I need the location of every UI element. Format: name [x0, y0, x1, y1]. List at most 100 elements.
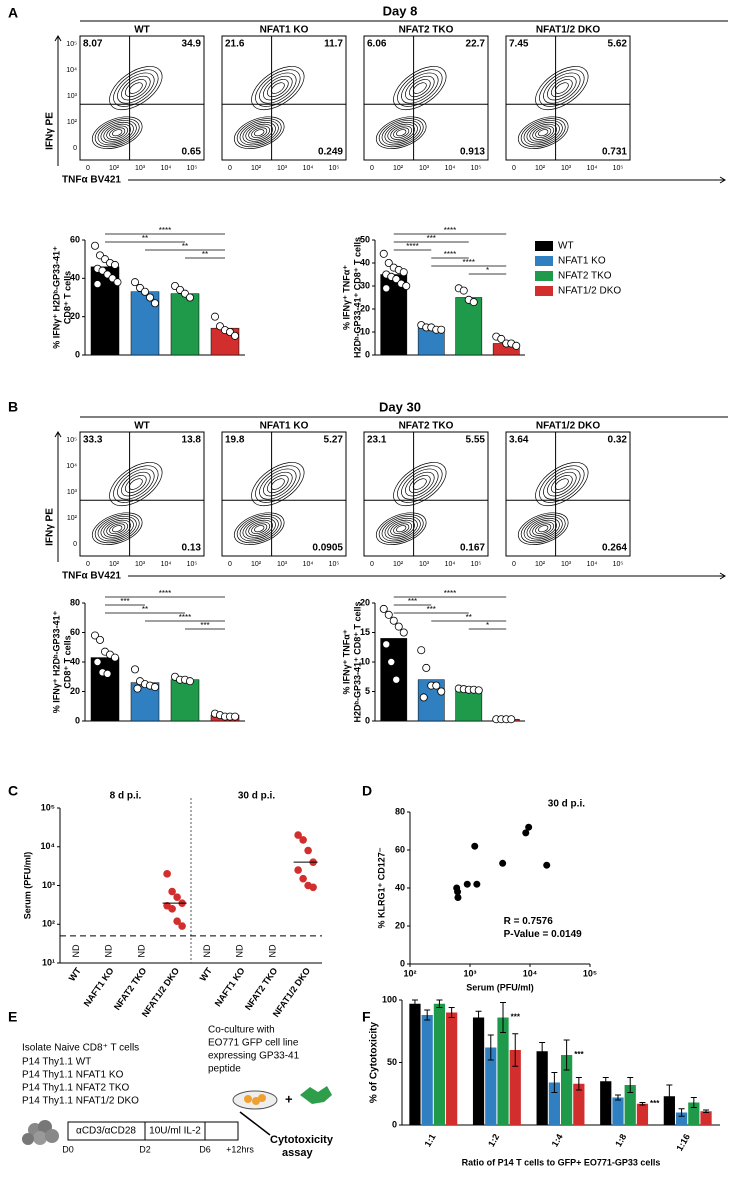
contour: [112, 525, 123, 533]
error-bar: [448, 1007, 455, 1018]
data-point: [93, 280, 102, 289]
contour: [375, 512, 427, 545]
bar: [675, 1112, 688, 1125]
legend-label: WT: [558, 241, 574, 252]
contour: [535, 462, 589, 507]
data-point: [145, 293, 154, 302]
bar: [688, 1102, 700, 1125]
flow-y-label: IFNγ PE: [45, 508, 56, 546]
contour: [396, 525, 407, 533]
contour: [263, 471, 293, 497]
y-tick-label: 10²: [42, 919, 55, 929]
diagram-text: Isolate Naive CD8⁺ T cells: [22, 1043, 139, 1054]
y-tick-label: 100: [382, 994, 397, 1004]
data-point: [471, 842, 479, 850]
legend-label: NFAT1 KO: [558, 256, 606, 267]
contour: [532, 125, 555, 140]
flow-y-tick: 10⁵: [66, 41, 77, 48]
contour: [259, 72, 297, 104]
error-bar: [563, 1039, 570, 1071]
flow-x-tick: 0: [228, 561, 232, 568]
error-bar: [678, 1108, 685, 1117]
legend-swatch: [535, 271, 553, 281]
bar: [573, 1083, 585, 1125]
nd-label: ND: [235, 944, 245, 957]
flow-x-tick: 10⁴: [303, 561, 314, 568]
legend-swatch: [535, 286, 553, 296]
flow-y-tick: 10⁴: [66, 67, 77, 74]
sig-label: ****: [406, 242, 418, 251]
data-point: [399, 628, 408, 637]
bar: [624, 1085, 636, 1125]
y-tick-label: 50: [360, 234, 370, 244]
data-point: [422, 663, 431, 672]
contour: [397, 465, 443, 503]
x-tick-label: 10²: [403, 968, 416, 978]
data-point: [389, 616, 398, 625]
flow-x-tick: 10²: [535, 165, 546, 172]
contour: [270, 82, 285, 94]
contour: [550, 79, 573, 98]
panel-label: B: [8, 399, 18, 415]
flow-x-tick: 10⁵: [329, 561, 340, 568]
data-point: [384, 258, 393, 267]
contour: [233, 116, 285, 149]
y-tick-label: 20: [70, 311, 80, 321]
flow-x-tick: 10⁴: [161, 165, 172, 172]
plot-title: WT: [134, 25, 150, 36]
contour: [94, 118, 140, 148]
x-tick-label: NFAT2 TKO: [112, 966, 148, 1012]
sig-label: ***: [511, 1013, 521, 1022]
contour: [554, 82, 569, 94]
contour: [547, 471, 577, 497]
flow-x-tick: 10⁴: [445, 165, 456, 172]
group-label: 30 d p.i.: [238, 791, 275, 802]
contour: [381, 516, 421, 542]
y-tick-label: 0: [400, 958, 405, 968]
nd-label: ND: [136, 944, 146, 957]
data-point: [103, 669, 112, 678]
arrow-head: [719, 176, 726, 184]
contour: [91, 116, 143, 149]
quadrant-value: 0.13: [182, 543, 202, 554]
y-tick-label: 10: [360, 326, 370, 336]
contour: [109, 66, 163, 111]
data-point: [499, 859, 507, 867]
contour: [103, 123, 131, 142]
contour: [396, 129, 407, 137]
bar: [612, 1097, 624, 1125]
contour: [266, 475, 289, 494]
data-point: [163, 870, 171, 878]
data-point: [437, 325, 446, 334]
data-point: [130, 278, 139, 287]
flow-x-tick: 0: [86, 561, 90, 568]
contour: [393, 127, 410, 139]
error-bar: [424, 1009, 431, 1021]
contour: [254, 525, 265, 533]
bar: [455, 297, 483, 356]
y-tick-label: 60: [395, 844, 405, 854]
sig-label: ***: [200, 621, 209, 630]
contour: [100, 121, 134, 144]
error-bar: [627, 1077, 634, 1093]
data-point: [294, 831, 302, 839]
y-tick-label: 40: [70, 656, 80, 666]
flow-y-tick: 10²: [67, 119, 78, 126]
contour: [233, 512, 285, 545]
bar: [455, 689, 483, 722]
data-point: [459, 286, 468, 295]
contour: [390, 521, 413, 536]
sig-label: ***: [408, 597, 417, 606]
y-tick-label: 80: [395, 806, 405, 816]
contour: [393, 462, 447, 507]
flow-box: [505, 35, 631, 161]
quadrant-value: 5.27: [324, 435, 344, 446]
diagram-text: expressing GP33-41: [208, 1051, 300, 1062]
contour: [121, 471, 151, 497]
data-point: [392, 275, 401, 284]
flow-x-tick: 10³: [135, 561, 146, 568]
plot-title: NFAT2 TKO: [399, 421, 454, 432]
contour: [405, 75, 435, 101]
section-title: Day 30: [379, 399, 421, 414]
